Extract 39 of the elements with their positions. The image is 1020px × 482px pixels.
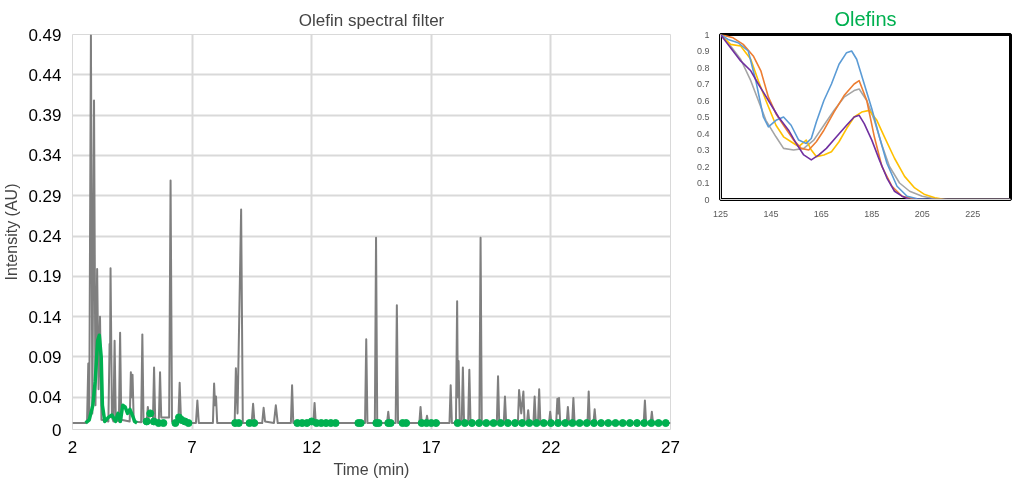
y-tick-label: 0 [704, 194, 710, 205]
x-tick-label: 2 [67, 437, 78, 457]
y-tick-label: 0.14 [28, 307, 62, 327]
y-axis-title: Intensity (AU) [3, 183, 21, 281]
y-tick-label: 0.44 [28, 65, 62, 85]
y-tick-label: 0.39 [28, 106, 62, 126]
chart-title: Olefin spectral filter [298, 10, 445, 30]
y-tick-label: 0.6 [696, 95, 710, 106]
line-series [83, 333, 139, 425]
y-tick-label: 0.3 [696, 145, 710, 155]
x-tick-label: 185 [864, 208, 880, 219]
y-tick-label: 0.1 [696, 178, 710, 188]
x-tick-label: 27 [661, 437, 680, 457]
x-axis-title: Time (min) [333, 460, 410, 478]
y-tick-label: 0.24 [28, 227, 62, 247]
x-tick-label: 225 [965, 208, 981, 219]
x-tick-label: 17 [421, 437, 441, 457]
y-tick-label: 0.29 [28, 186, 62, 206]
y-tick-label: 0.8 [696, 62, 710, 73]
y-tick-label: 0.09 [28, 347, 62, 367]
chart-title: Olefins [834, 7, 897, 30]
y-tick-label: 0.19 [28, 267, 62, 287]
y-tick-label: 0.5 [696, 112, 710, 122]
y-tick-label: 0.4 [696, 128, 710, 139]
y-tick-label: 0.7 [696, 79, 710, 89]
x-tick-label: 165 [813, 208, 829, 219]
x-tick-label: 22 [541, 437, 561, 457]
x-tick-label: 205 [914, 208, 930, 219]
y-tick-label: 0 [52, 420, 62, 440]
y-tick-label: 0.34 [28, 146, 62, 166]
y-tick-label: 1 [704, 29, 710, 40]
x-tick-label: 145 [763, 208, 779, 219]
y-tick-label: 0.2 [696, 161, 710, 172]
y-tick-label: 0.49 [28, 25, 62, 45]
y-tick-label: 0.9 [696, 46, 710, 56]
x-tick-label: 12 [302, 437, 322, 457]
x-tick-label: 125 [712, 208, 729, 219]
x-tick-label: 7 [187, 437, 197, 457]
y-tick-label: 0.04 [28, 388, 62, 408]
